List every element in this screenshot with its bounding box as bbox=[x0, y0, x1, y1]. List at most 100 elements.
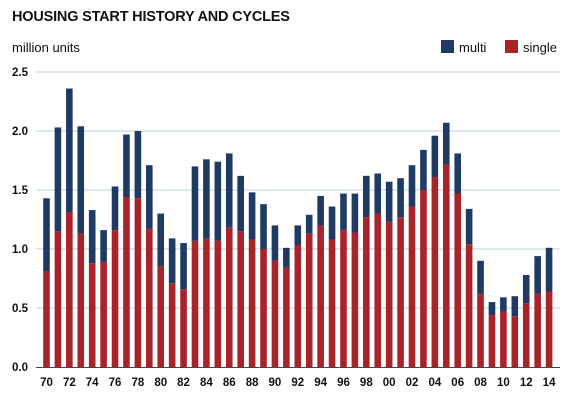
bar-multi-1972 bbox=[66, 88, 73, 213]
bar-single-2004 bbox=[431, 177, 439, 367]
bar-group bbox=[43, 88, 553, 367]
bar-single-2002 bbox=[408, 206, 416, 367]
bar-single-2001 bbox=[397, 217, 404, 367]
bar-multi-1983 bbox=[191, 166, 199, 241]
bar-single-1974 bbox=[88, 263, 96, 367]
bar-multi-1991 bbox=[283, 247, 290, 268]
bar-single-1970 bbox=[43, 271, 50, 367]
bar-single-1998 bbox=[363, 217, 370, 367]
y-tick-label: 2.5 bbox=[12, 67, 29, 79]
bar-multi-1979 bbox=[146, 165, 153, 229]
bar-multi-1984 bbox=[203, 159, 210, 239]
bar-multi-2014 bbox=[545, 247, 553, 292]
bar-single-2000 bbox=[385, 221, 393, 367]
bar-multi-2001 bbox=[397, 178, 404, 218]
x-tick-label: 82 bbox=[177, 377, 190, 389]
bar-single-1973 bbox=[77, 233, 85, 367]
y-tick-label: 1.5 bbox=[12, 185, 29, 197]
y-tick-label: 0.0 bbox=[12, 362, 28, 374]
bar-multi-1986 bbox=[225, 153, 233, 228]
bar-single-1997 bbox=[351, 232, 359, 367]
bar-single-2010 bbox=[500, 311, 507, 367]
x-tick-label: 80 bbox=[154, 377, 167, 389]
bar-single-1981 bbox=[168, 283, 176, 367]
bar-multi-1982 bbox=[180, 243, 187, 290]
bar-single-2013 bbox=[534, 293, 541, 367]
bar-single-1988 bbox=[248, 239, 256, 367]
bar-multi-2006 bbox=[454, 153, 461, 194]
x-tick-label: 86 bbox=[223, 377, 236, 389]
bar-multi-1977 bbox=[123, 134, 130, 198]
bar-multi-1998 bbox=[363, 175, 370, 218]
bar-multi-2007 bbox=[465, 208, 473, 245]
bar-multi-1975 bbox=[100, 230, 107, 262]
bar-multi-1973 bbox=[77, 126, 85, 234]
bar-single-1991 bbox=[283, 267, 290, 367]
bar-single-1980 bbox=[157, 266, 165, 367]
x-tick-label: 84 bbox=[200, 377, 213, 389]
y-axis-ticks: 0.0 0.5 1.0 1.5 2.0 2.5 bbox=[12, 67, 29, 374]
bar-single-1976 bbox=[111, 230, 119, 367]
x-axis-ticks: 70 72 74 76 78 80 82 84 86 88 90 92 94 96 98 00 02 04 06 08… bbox=[40, 377, 556, 389]
bar-single-2012 bbox=[522, 303, 530, 367]
bar-single-1977 bbox=[123, 197, 130, 367]
x-tick-label: 06 bbox=[451, 377, 464, 389]
bar-multi-1990 bbox=[271, 225, 279, 261]
bar-single-2011 bbox=[511, 316, 519, 367]
bar-multi-2004 bbox=[431, 135, 439, 178]
bar-multi-1992 bbox=[294, 225, 302, 246]
x-tick-label: 96 bbox=[337, 377, 350, 389]
bar-multi-1978 bbox=[134, 131, 142, 199]
x-tick-label: 04 bbox=[428, 377, 441, 389]
bar-multi-1988 bbox=[248, 192, 256, 240]
bar-single-2005 bbox=[442, 164, 450, 367]
bar-multi-2013 bbox=[534, 256, 541, 294]
bar-multi-1974 bbox=[88, 210, 96, 264]
bar-single-1972 bbox=[66, 212, 73, 367]
x-tick-label: 12 bbox=[520, 377, 533, 389]
bar-multi-1970 bbox=[43, 198, 50, 272]
bar-single-1993 bbox=[305, 233, 313, 367]
legend-swatch-single bbox=[505, 40, 518, 53]
bar-multi-1976 bbox=[111, 186, 119, 231]
y-axis-unit-label: million units bbox=[12, 40, 80, 55]
bar-single-1995 bbox=[328, 239, 336, 367]
bar-multi-1985 bbox=[214, 161, 222, 241]
bar-single-1994 bbox=[317, 225, 324, 367]
x-tick-label: 94 bbox=[314, 377, 327, 389]
bar-multi-1996 bbox=[340, 193, 347, 231]
x-tick-label: 08 bbox=[474, 377, 487, 389]
x-tick-label: 72 bbox=[63, 377, 76, 389]
y-tick-label: 1.0 bbox=[12, 244, 28, 256]
legend-label-single: single bbox=[523, 40, 557, 55]
x-tick-label: 78 bbox=[131, 377, 144, 389]
x-tick-label: 10 bbox=[497, 377, 510, 389]
bar-single-1989 bbox=[260, 249, 267, 367]
bar-single-2008 bbox=[477, 293, 484, 367]
bar-single-1979 bbox=[146, 228, 153, 367]
bar-multi-1995 bbox=[328, 206, 336, 240]
bar-single-1982 bbox=[180, 289, 187, 367]
bar-multi-1997 bbox=[351, 193, 359, 233]
x-tick-label: 02 bbox=[406, 377, 419, 389]
bar-single-1971 bbox=[54, 231, 62, 367]
bar-multi-1993 bbox=[305, 214, 313, 234]
x-tick-label: 90 bbox=[269, 377, 282, 389]
bar-single-2003 bbox=[420, 190, 427, 367]
bar-single-1978 bbox=[134, 198, 142, 367]
bar-multi-2010 bbox=[500, 297, 507, 312]
bar-single-1999 bbox=[374, 213, 382, 367]
bar-single-2009 bbox=[488, 315, 496, 367]
y-tick-label: 0.5 bbox=[12, 303, 29, 315]
bar-multi-2011 bbox=[511, 296, 519, 317]
bar-multi-2000 bbox=[385, 181, 393, 222]
bar-single-1996 bbox=[340, 230, 347, 367]
bar-multi-2012 bbox=[522, 274, 530, 304]
x-tick-label: 14 bbox=[543, 377, 556, 389]
x-tick-label: 88 bbox=[246, 377, 259, 389]
bar-multi-1980 bbox=[157, 213, 165, 267]
bar-multi-1987 bbox=[237, 175, 244, 232]
legend-swatch-multi bbox=[441, 40, 454, 53]
x-tick-label: 00 bbox=[383, 377, 396, 389]
